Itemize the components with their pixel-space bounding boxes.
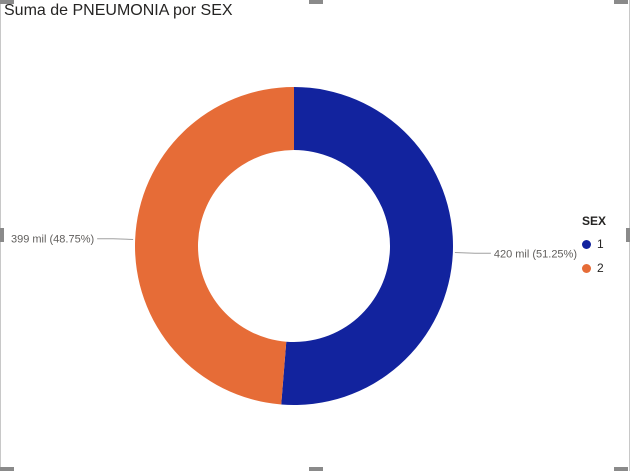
- legend: SEX 1 2: [582, 214, 606, 280]
- legend-item-2[interactable]: 2: [582, 256, 606, 280]
- donut-slice-2[interactable]: [135, 87, 294, 405]
- data-label-1: 420 mil (51.25%): [494, 248, 577, 260]
- legend-label-2: 2: [597, 261, 604, 275]
- leader-line-1: [454, 251, 491, 254]
- legend-item-1[interactable]: 1: [582, 232, 606, 256]
- leader-line-2: [97, 238, 134, 241]
- legend-dot-2-icon: [582, 263, 591, 273]
- resize-handle-top-left[interactable]: [0, 0, 14, 4]
- resize-handle-right[interactable]: [626, 228, 630, 242]
- resize-handle-bottom-right[interactable]: [614, 467, 628, 471]
- legend-dot-1-icon: [582, 239, 591, 249]
- legend-title: SEX: [582, 214, 607, 228]
- resize-handle-bottom-left[interactable]: [0, 467, 14, 471]
- data-label-2: 399 mil (48.75%): [11, 234, 94, 246]
- resize-handle-bottom-center[interactable]: [309, 467, 323, 471]
- resize-handle-left[interactable]: [0, 228, 4, 242]
- donut-slice-1[interactable]: [281, 87, 454, 405]
- chart-title: Suma de PNEUMONIA por SEX: [4, 2, 233, 19]
- resize-handle-top-right[interactable]: [614, 0, 628, 4]
- legend-label-1: 1: [597, 237, 604, 251]
- resize-handle-top-center[interactable]: [309, 0, 323, 4]
